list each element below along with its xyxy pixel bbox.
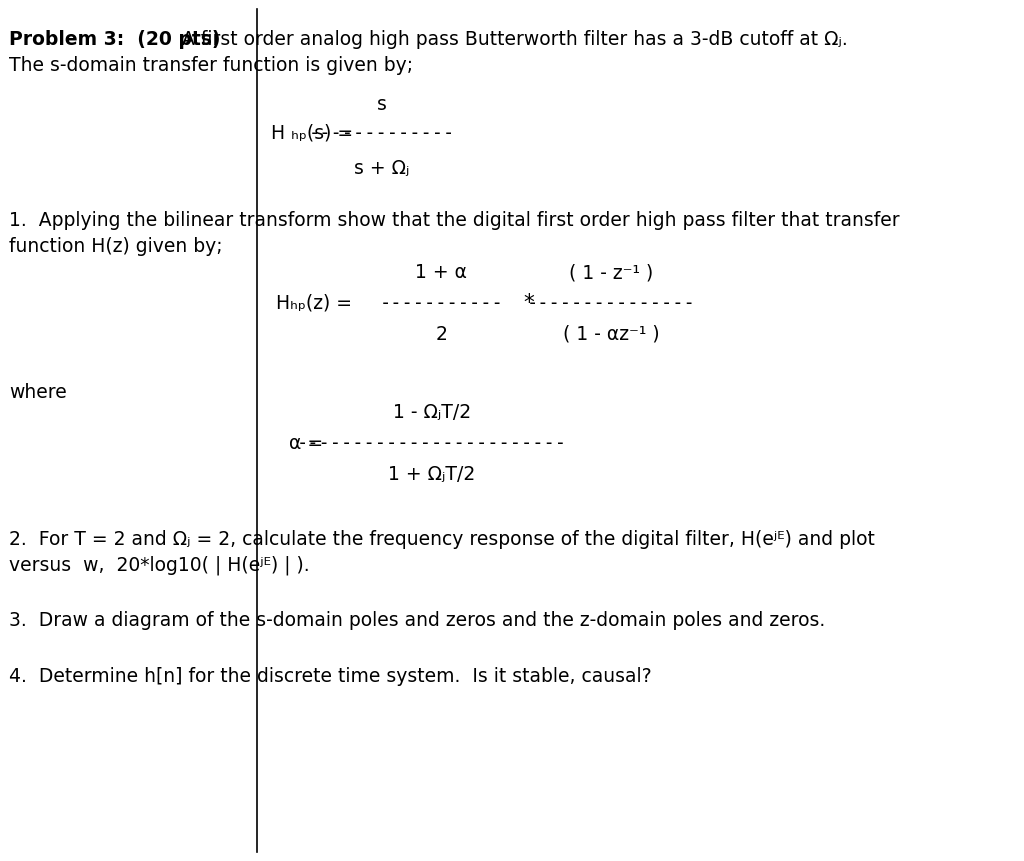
Text: 1 - ΩⱼT/2: 1 - ΩⱼT/2	[393, 403, 471, 422]
Text: 1.  Applying the bilinear transform show that the digital first order high pass : 1. Applying the bilinear transform show …	[9, 211, 900, 230]
Text: ------------------------: ------------------------	[297, 434, 567, 453]
Text: ( 1 - αz⁻¹ ): ( 1 - αz⁻¹ )	[563, 325, 659, 344]
Text: 1 + α: 1 + α	[415, 263, 467, 282]
Text: where: where	[9, 383, 67, 402]
Text: A first order analog high pass Butterworth filter has a 3-dB cutoff at Ωⱼ.: A first order analog high pass Butterwor…	[170, 30, 848, 49]
Text: α =: α =	[290, 434, 330, 453]
Text: ( 1 - z⁻¹ ): ( 1 - z⁻¹ )	[569, 263, 653, 282]
Text: 4.  Determine h[n] for the discrete time system.  Is it stable, causal?: 4. Determine h[n] for the discrete time …	[9, 667, 652, 686]
Text: -----------: -----------	[379, 294, 503, 313]
Text: 2.  For T = 2 and Ωⱼ = 2, calculate the frequency response of the digital filter: 2. For T = 2 and Ωⱼ = 2, calculate the f…	[9, 530, 876, 548]
Text: s: s	[377, 95, 386, 114]
Text: 2: 2	[435, 325, 447, 344]
Text: versus  w,  20*log10( | H(eʲᴱ) | ).: versus w, 20*log10( | H(eʲᴱ) | ).	[9, 555, 310, 575]
Text: function H(z) given by;: function H(z) given by;	[9, 237, 223, 256]
Text: s + Ωⱼ: s + Ωⱼ	[353, 159, 410, 178]
Text: Problem 3:  (20 pts): Problem 3: (20 pts)	[9, 30, 221, 49]
Text: *: *	[523, 293, 534, 313]
Text: H ₕₚ(s) =: H ₕₚ(s) =	[271, 124, 359, 143]
Text: -------------: -------------	[308, 124, 455, 143]
Text: The s-domain transfer function is given by;: The s-domain transfer function is given …	[9, 56, 414, 75]
Text: 3.  Draw a diagram of the s-domain poles and zeros and the z-domain poles and ze: 3. Draw a diagram of the s-domain poles …	[9, 611, 825, 630]
Text: ---------------: ---------------	[526, 294, 695, 313]
Text: 1 + ΩⱼT/2: 1 + ΩⱼT/2	[388, 465, 475, 484]
Text: Hₕₚ(z) =: Hₕₚ(z) =	[275, 294, 357, 313]
